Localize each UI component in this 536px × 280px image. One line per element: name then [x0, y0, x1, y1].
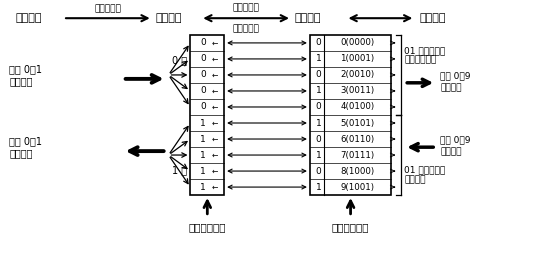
Text: 明文数据: 明文数据 — [9, 148, 33, 158]
Text: 0(0000): 0(0000) — [340, 38, 375, 47]
Text: ←: ← — [212, 183, 218, 192]
Text: 输入 0、1: 输入 0、1 — [9, 64, 42, 74]
Text: 0 极: 0 极 — [173, 55, 188, 65]
Text: 离散化映射: 离散化映射 — [94, 4, 121, 13]
Text: 混沌逆映射: 混沌逆映射 — [233, 24, 259, 33]
Text: 明文数据: 明文数据 — [16, 13, 42, 23]
Text: 6(0110): 6(0110) — [340, 134, 375, 144]
Text: 状态反馈: 状态反馈 — [404, 175, 426, 184]
Text: 01 二进制数的: 01 二进制数的 — [404, 165, 445, 174]
Text: 1: 1 — [316, 183, 322, 192]
Text: 0: 0 — [200, 87, 206, 95]
Text: 0: 0 — [316, 71, 322, 80]
Text: 0: 0 — [316, 167, 322, 176]
Text: 5(0101): 5(0101) — [340, 118, 375, 127]
Text: 0: 0 — [200, 38, 206, 47]
Text: ←: ← — [212, 151, 218, 160]
Text: 0: 0 — [316, 102, 322, 111]
Text: ←: ← — [212, 38, 218, 47]
Text: 1: 1 — [200, 118, 206, 127]
Text: 0: 0 — [200, 71, 206, 80]
Text: 密文数据: 密文数据 — [419, 13, 446, 23]
Text: 0: 0 — [316, 134, 322, 144]
Text: 1 极: 1 极 — [173, 165, 188, 175]
Text: 1: 1 — [316, 118, 322, 127]
Text: 1(0001): 1(0001) — [340, 54, 375, 64]
Text: ←: ← — [212, 87, 218, 95]
Text: 序号编码: 序号编码 — [295, 13, 322, 23]
Text: 7(0111): 7(0111) — [340, 151, 375, 160]
Text: ←: ← — [212, 118, 218, 127]
Text: 1: 1 — [316, 54, 322, 64]
Text: 01 二进制数的: 01 二进制数的 — [404, 46, 445, 55]
Text: 1: 1 — [200, 183, 206, 192]
Text: 输入 0～9: 输入 0～9 — [440, 136, 471, 145]
Text: 输出 0～9: 输出 0～9 — [440, 71, 471, 80]
Text: 1: 1 — [200, 167, 206, 176]
Text: 伪随机数生成: 伪随机数生成 — [404, 56, 436, 65]
Text: 输出 0、1: 输出 0、1 — [9, 136, 42, 146]
Text: ←: ← — [212, 167, 218, 176]
Text: 混沌参数调制: 混沌参数调制 — [189, 223, 226, 233]
Bar — [310, 35, 391, 195]
Text: 随机参数调制: 随机参数调制 — [332, 223, 369, 233]
Text: 密文数据: 密文数据 — [440, 83, 461, 92]
Text: ←: ← — [212, 71, 218, 80]
Text: 0: 0 — [200, 54, 206, 64]
Text: 9(1001): 9(1001) — [340, 183, 375, 192]
Text: 0: 0 — [316, 38, 322, 47]
Text: 1: 1 — [316, 151, 322, 160]
Text: 明文数据: 明文数据 — [9, 76, 33, 86]
Text: 8(1000): 8(1000) — [340, 167, 375, 176]
Text: 4(0100): 4(0100) — [340, 102, 375, 111]
Bar — [190, 35, 224, 195]
Text: ←: ← — [212, 134, 218, 144]
Text: 1: 1 — [200, 134, 206, 144]
Text: 混沌编码: 混沌编码 — [155, 13, 182, 23]
Text: 3(0011): 3(0011) — [340, 87, 375, 95]
Text: 0: 0 — [200, 102, 206, 111]
Text: ←: ← — [212, 54, 218, 64]
Text: 模糊化映射: 模糊化映射 — [233, 3, 259, 12]
Text: ←: ← — [212, 102, 218, 111]
Text: 密文数据: 密文数据 — [440, 148, 461, 157]
Text: 1: 1 — [200, 151, 206, 160]
Text: 1: 1 — [316, 87, 322, 95]
Text: 2(0010): 2(0010) — [340, 71, 375, 80]
